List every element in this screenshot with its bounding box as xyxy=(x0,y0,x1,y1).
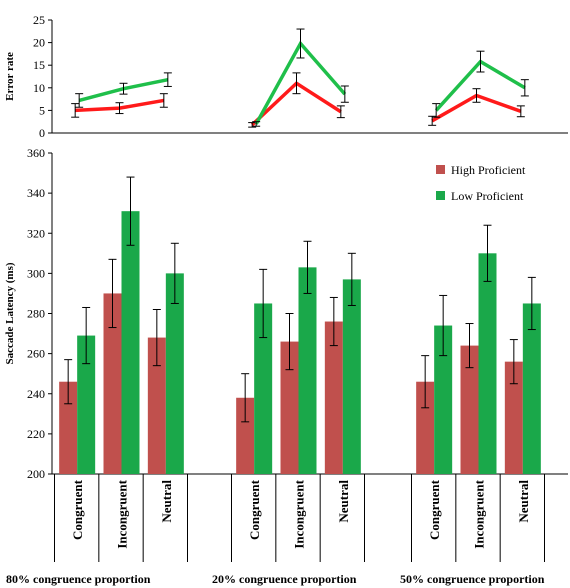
bar-low-proficient xyxy=(298,267,317,474)
bar-high-proficient xyxy=(504,361,523,474)
bar-high-proficient xyxy=(236,397,255,474)
bar-low-proficient xyxy=(165,273,184,474)
legend-label-low-proficient: Low Proficient xyxy=(451,189,524,203)
category-label: Neutral xyxy=(336,480,351,523)
bar-high-proficient xyxy=(280,341,299,474)
category-label: Incongruent xyxy=(472,479,487,548)
bar-low-proficient xyxy=(121,211,140,474)
latency-y-tick-label: 200 xyxy=(27,467,45,481)
legend-swatch-low-proficient xyxy=(436,191,445,200)
category-label: Neutral xyxy=(516,480,531,523)
bar-low-proficient xyxy=(77,335,96,474)
error-rate-y-tick-label: 20 xyxy=(33,36,45,50)
error-rate-y-tick-label: 0 xyxy=(39,126,45,140)
group-label: 80% congruence proportion xyxy=(6,572,151,586)
group-label: 20% congruence proportion xyxy=(212,572,357,586)
category-label: Neutral xyxy=(159,480,174,523)
bar-low-proficient xyxy=(254,303,273,474)
bar-low-proficient xyxy=(522,303,541,474)
latency-y-tick-label: 340 xyxy=(27,186,45,200)
saccade-latency-axis-label: Saccade Latency (ms) xyxy=(4,262,16,364)
latency-y-tick-label: 260 xyxy=(27,347,45,361)
latency-y-tick-label: 360 xyxy=(27,146,45,160)
bar-low-proficient xyxy=(342,279,361,474)
category-label: Incongruent xyxy=(292,479,307,548)
latency-y-tick-label: 320 xyxy=(27,226,45,240)
latency-y-tick-label: 240 xyxy=(27,387,45,401)
error-rate-y-tick-label: 25 xyxy=(33,13,45,27)
bar-low-proficient xyxy=(478,253,497,474)
error-rate-y-tick-label: 15 xyxy=(33,58,45,72)
bar-high-proficient xyxy=(416,381,435,474)
bar-high-proficient xyxy=(59,381,78,474)
saccade-latency-panel: Saccade Latency (ms) 200 220 240 260 280 300 3… xyxy=(4,146,568,586)
group-label: 50% congruence proportion xyxy=(400,572,545,586)
category-label: Congruent xyxy=(427,479,442,540)
category-label: Incongruent xyxy=(115,479,130,548)
bar-high-proficient xyxy=(324,321,343,474)
category-label: Congruent xyxy=(70,479,85,540)
latency-y-tick-label: 220 xyxy=(27,427,45,441)
error-rate-y-tick-label: 5 xyxy=(39,103,45,117)
error-rate-y-tick-label: 10 xyxy=(33,81,45,95)
error-rate-panel: Error rate 0 5 10 15 20 25 xyxy=(4,13,568,140)
latency-y-tick-label: 300 xyxy=(27,266,45,280)
legend-label-high-proficient: High Proficient xyxy=(451,163,526,177)
latency-y-tick-label: 280 xyxy=(27,307,45,321)
legend: High Proficient Low Proficient xyxy=(436,163,526,203)
error-rate-axis-label: Error rate xyxy=(4,52,16,101)
category-label: Congruent xyxy=(247,479,262,540)
bar-high-proficient xyxy=(147,337,166,474)
legend-swatch-high-proficient xyxy=(436,165,445,174)
bar-low-proficient xyxy=(434,325,453,474)
bar-high-proficient xyxy=(460,345,479,474)
bar-high-proficient xyxy=(103,293,122,474)
